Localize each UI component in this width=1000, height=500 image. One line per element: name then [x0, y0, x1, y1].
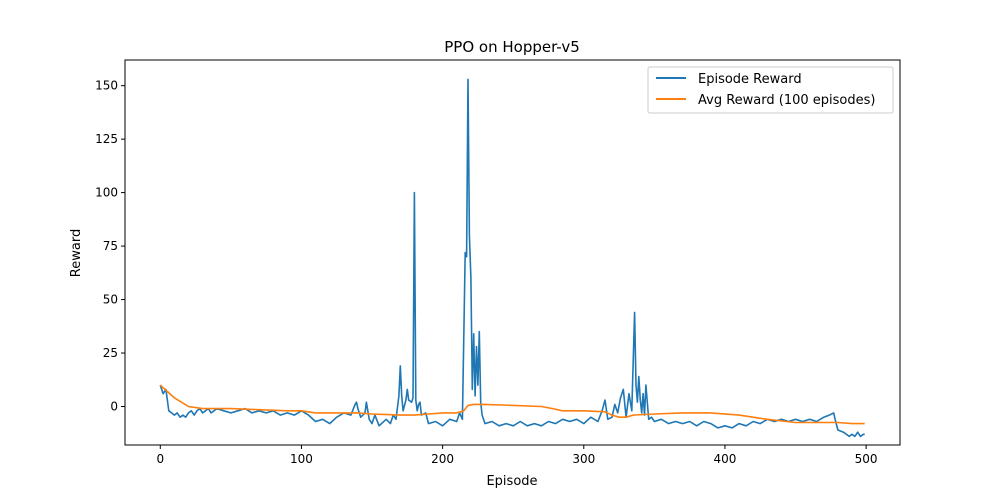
- x-tick-label: 400: [714, 452, 737, 466]
- y-tick-label: 25: [103, 346, 118, 360]
- y-tick-label: 150: [95, 79, 118, 93]
- legend-label-episode-reward: Episode Reward: [698, 72, 802, 87]
- series-layer: [159, 78, 865, 438]
- y-tick-label: 100: [95, 186, 118, 200]
- x-tick-label: 0: [156, 452, 164, 466]
- y-axis-label: Reward: [69, 229, 84, 277]
- x-tick-label: 300: [572, 452, 595, 466]
- legend-label-avg-reward: Avg Reward (100 episodes): [698, 93, 875, 108]
- y-tick-label: 75: [103, 239, 118, 253]
- y-tick-label: 50: [103, 293, 118, 307]
- y-axis: 0 25 50 75 100 125 150: [95, 79, 125, 414]
- x-tick-label: 200: [431, 452, 454, 466]
- plot-frame: [124, 59, 901, 446]
- chart-title: PPO on Hopper-v5: [444, 38, 579, 56]
- legend-box: [647, 66, 894, 114]
- x-tick-label: 500: [855, 452, 878, 466]
- y-tick-label: 0: [110, 400, 118, 414]
- series-line-episode-reward: [159, 78, 865, 438]
- x-axis-label: Episode: [486, 474, 537, 489]
- x-axis: 0 100 200 300 400 500: [156, 445, 878, 466]
- x-tick-label: 100: [290, 452, 313, 466]
- legend: Episode Reward Avg Reward (100 episodes): [647, 66, 894, 114]
- series-line-avg-reward: [159, 384, 865, 425]
- y-tick-label: 125: [95, 132, 118, 146]
